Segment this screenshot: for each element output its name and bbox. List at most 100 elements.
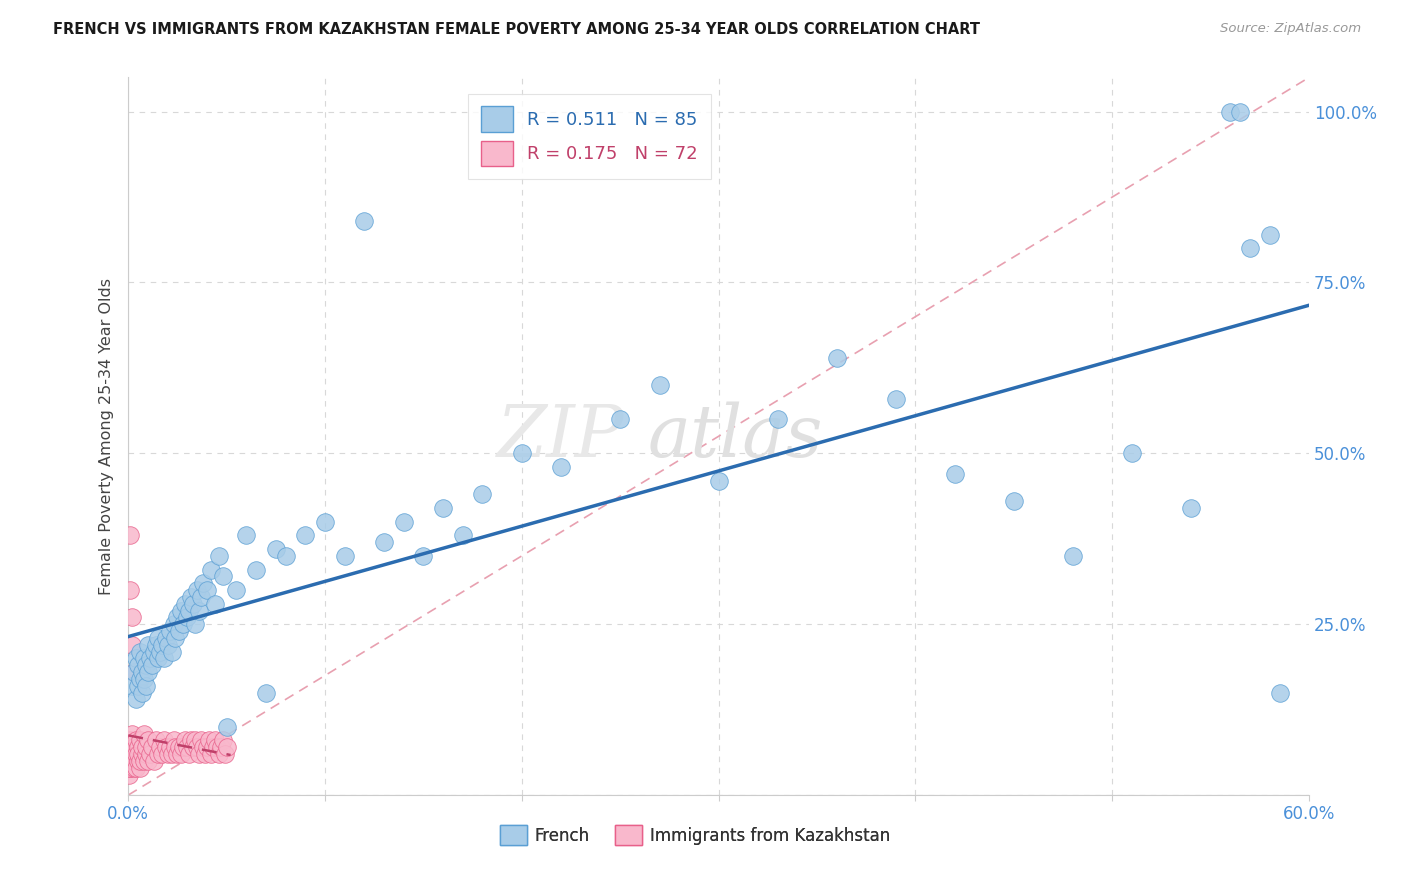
- Point: [121, 610, 143, 624]
- Point: [208, 747, 231, 761]
- Point: [392, 515, 415, 529]
- Point: [146, 651, 169, 665]
- Point: [129, 733, 152, 747]
- Point: [118, 761, 141, 775]
- Point: [169, 740, 191, 755]
- Point: [245, 562, 267, 576]
- Point: [204, 597, 226, 611]
- Point: [155, 740, 177, 755]
- Point: [131, 740, 153, 755]
- Point: [131, 665, 153, 679]
- Point: [121, 726, 143, 740]
- Point: [550, 460, 572, 475]
- Point: [314, 515, 336, 529]
- Point: [200, 747, 222, 761]
- Point: [169, 624, 191, 638]
- Point: [156, 638, 179, 652]
- Point: [215, 720, 238, 734]
- Point: [707, 474, 730, 488]
- Point: [198, 733, 221, 747]
- Point: [121, 679, 143, 693]
- Point: [186, 582, 208, 597]
- Point: [122, 665, 145, 679]
- Point: [609, 412, 631, 426]
- Point: [170, 747, 193, 761]
- Point: [155, 631, 177, 645]
- Point: [174, 597, 197, 611]
- Point: [1180, 501, 1202, 516]
- Point: [179, 603, 201, 617]
- Point: [145, 733, 167, 747]
- Point: [135, 679, 157, 693]
- Point: [156, 747, 179, 761]
- Point: [432, 501, 454, 516]
- Point: [131, 685, 153, 699]
- Point: [150, 638, 173, 652]
- Point: [141, 658, 163, 673]
- Point: [179, 747, 201, 761]
- Point: [195, 740, 218, 755]
- Point: [127, 747, 149, 761]
- Point: [353, 214, 375, 228]
- Point: [141, 740, 163, 755]
- Point: [172, 617, 194, 632]
- Point: [142, 754, 165, 768]
- Point: [174, 733, 197, 747]
- Point: [145, 638, 167, 652]
- Text: FRENCH VS IMMIGRANTS FROM KAZAKHSTAN FEMALE POVERTY AMONG 25-34 YEAR OLDS CORREL: FRENCH VS IMMIGRANTS FROM KAZAKHSTAN FEM…: [53, 22, 980, 37]
- Point: [333, 549, 356, 563]
- Point: [152, 733, 174, 747]
- Point: [122, 754, 145, 768]
- Point: [132, 754, 155, 768]
- Point: [135, 658, 157, 673]
- Point: [159, 624, 181, 638]
- Point: [884, 392, 907, 406]
- Point: [648, 378, 671, 392]
- Point: [132, 726, 155, 740]
- Point: [139, 651, 162, 665]
- Point: [1121, 446, 1143, 460]
- Point: [412, 549, 434, 563]
- Point: [1219, 104, 1241, 119]
- Point: [152, 651, 174, 665]
- Point: [132, 672, 155, 686]
- Point: [127, 679, 149, 693]
- Point: [122, 740, 145, 755]
- Point: [195, 582, 218, 597]
- Point: [1229, 104, 1251, 119]
- Point: [129, 754, 152, 768]
- Point: [225, 582, 247, 597]
- Point: [127, 740, 149, 755]
- Point: [274, 549, 297, 563]
- Point: [451, 528, 474, 542]
- Point: [211, 569, 233, 583]
- Point: [132, 651, 155, 665]
- Point: [191, 740, 214, 755]
- Point: [235, 528, 257, 542]
- Point: [204, 733, 226, 747]
- Point: [135, 747, 157, 761]
- Point: [120, 733, 142, 747]
- Text: atlas: atlas: [648, 401, 824, 472]
- Point: [146, 747, 169, 761]
- Point: [136, 638, 159, 652]
- Point: [205, 740, 228, 755]
- Point: [125, 733, 148, 747]
- Point: [166, 747, 188, 761]
- Point: [264, 541, 287, 556]
- Point: [180, 590, 202, 604]
- Point: [200, 562, 222, 576]
- Point: [120, 582, 142, 597]
- Point: [172, 740, 194, 755]
- Point: [118, 761, 141, 775]
- Point: [208, 549, 231, 563]
- Point: [139, 747, 162, 761]
- Point: [181, 740, 204, 755]
- Point: [121, 638, 143, 652]
- Point: [127, 658, 149, 673]
- Point: [118, 740, 141, 755]
- Point: [136, 754, 159, 768]
- Point: [118, 767, 141, 781]
- Point: [162, 617, 184, 632]
- Point: [176, 610, 198, 624]
